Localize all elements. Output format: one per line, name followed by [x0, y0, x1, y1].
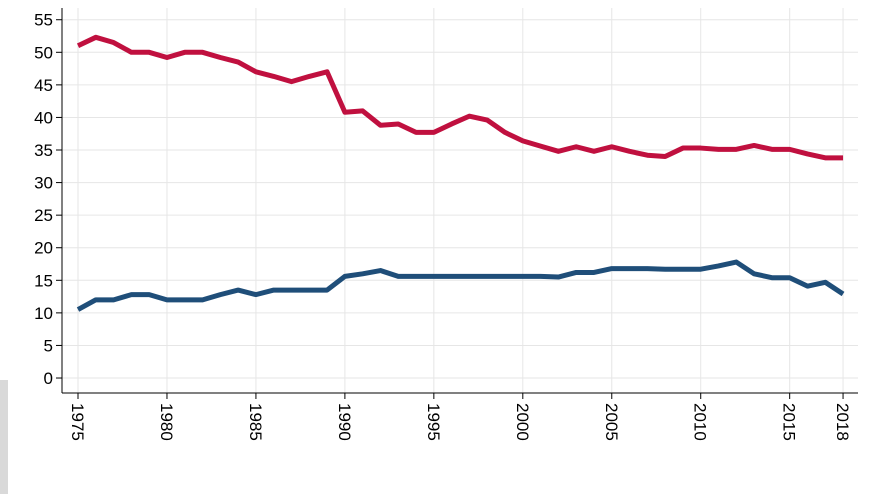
series-line	[76, 34, 844, 161]
y-tick-label: 0	[44, 369, 53, 388]
x-tick-label: 1995	[424, 403, 443, 441]
y-tick-label: 45	[34, 76, 53, 95]
y-tick-label: 5	[44, 336, 53, 355]
side-strip	[0, 380, 8, 494]
x-tick-label: 1975	[68, 403, 87, 441]
x-tick-label: 2018	[833, 403, 852, 441]
y-tick-label: 55	[34, 11, 53, 30]
x-tick-label: 2005	[602, 403, 621, 441]
x-tick-label: 2010	[691, 403, 710, 441]
x-tick-label: 2000	[513, 403, 532, 441]
y-tick-label: 25	[34, 206, 53, 225]
x-tick-label: 1980	[157, 403, 176, 441]
y-tick-label: 15	[34, 271, 53, 290]
y-tick-label: 20	[34, 239, 53, 258]
y-tick-label: 40	[34, 108, 53, 127]
x-tick-label: 2015	[780, 403, 799, 441]
y-tick-label: 30	[34, 174, 53, 193]
x-tick-label: 1990	[335, 403, 354, 441]
series-line	[76, 259, 845, 312]
y-tick-label: 50	[34, 43, 53, 62]
x-tick-label: 1985	[246, 403, 265, 441]
plot-area: 0 5 10 15 20 25 30 35 40 45 50 55 1975 1980 1985 1990 19…	[34, 8, 858, 441]
y-tick-label: 10	[34, 304, 53, 323]
y-tick-label: 35	[34, 141, 53, 160]
